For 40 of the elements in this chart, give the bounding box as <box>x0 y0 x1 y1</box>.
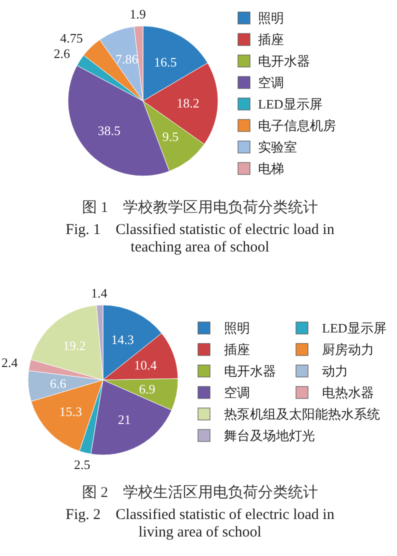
data-label: 16.5 <box>154 54 177 70</box>
legend-label: 插座 <box>224 342 250 357</box>
legend-label: 空调 <box>258 75 284 90</box>
text: Fig. 1 Classified statistic of electric load in teaching area of school <box>66 222 335 256</box>
data-label: 19.2 <box>62 338 86 353</box>
legend-label: 照明 <box>258 10 284 26</box>
legend-label: 插座 <box>258 32 284 47</box>
data-label: 2.4 <box>2 355 18 370</box>
legend-label: LED显示屏 <box>258 96 322 112</box>
text: Fig. 2 Classified statistic of electric load in living area of school <box>66 507 335 540</box>
legend-label: 舞台及场地灯光 <box>224 428 315 443</box>
legend-label: 照明 <box>224 320 250 336</box>
legend-label: 电开水器 <box>224 364 276 378</box>
legend-label: 电子信息机房 <box>258 118 336 133</box>
data-label: 2.5 <box>74 457 90 472</box>
legend-label: 动力 <box>322 364 348 378</box>
data-label: 14.3 <box>111 332 134 348</box>
legend-label: 电开水器 <box>258 54 310 68</box>
legend-label: 热泵机组及太阳能热水系统 <box>224 406 380 422</box>
legend-label: 厨房动力 <box>322 342 374 357</box>
data-label: 21 <box>118 412 131 428</box>
data-label: 6.9 <box>138 381 156 396</box>
legend-label: 空调 <box>224 385 250 400</box>
data-label: 15.3 <box>59 404 82 419</box>
data-label: 2.6 <box>54 46 71 62</box>
legend-label: LED显示屏 <box>322 320 386 336</box>
text: 图 2 学校生活区用电负荷分类统计 <box>82 484 318 501</box>
data-label: 1.9 <box>130 6 146 22</box>
data-label: 4.75 <box>60 30 83 46</box>
text: 图 1 学校教学区用电负荷分类统计 <box>82 199 318 216</box>
legend-label: 实验室 <box>258 140 297 154</box>
data-label: 6.6 <box>50 376 67 392</box>
data-label: 38.5 <box>98 123 120 138</box>
data-label: 1.4 <box>91 286 108 301</box>
legend-label: 电热水器 <box>322 385 374 400</box>
data-label: 9.5 <box>162 129 179 144</box>
legend-label: 电梯 <box>258 161 284 176</box>
data-label: 10.4 <box>134 357 158 372</box>
data-label: 18.2 <box>176 95 200 110</box>
data-label: 7.86 <box>115 52 139 67</box>
